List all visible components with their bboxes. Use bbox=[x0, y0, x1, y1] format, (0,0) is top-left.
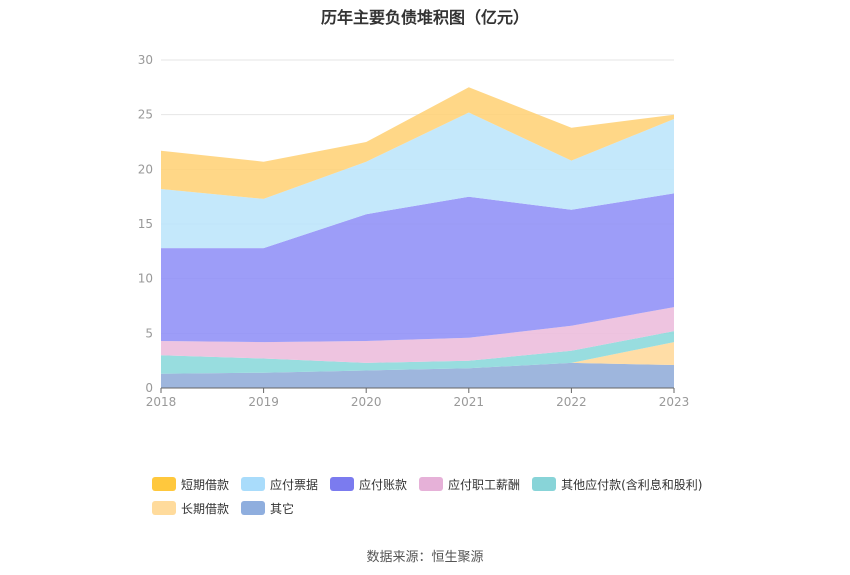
legend-swatch bbox=[532, 477, 557, 491]
legend-label: 应付账款 bbox=[359, 477, 408, 492]
x-tick-label: 2018 bbox=[146, 395, 177, 409]
x-tick-label: 2019 bbox=[248, 395, 279, 409]
legend-item[interactable]: 长期借款 bbox=[152, 500, 229, 517]
area-应付职工薪酬 bbox=[161, 307, 674, 363]
legend-label: 应付职工薪酬 bbox=[448, 477, 521, 492]
axes: 0 5 10 15 20 25 30 2018 2019 2020 2021 2022 2023 bbox=[138, 53, 690, 409]
data-source-note: 数据来源：恒生聚源 bbox=[366, 550, 484, 565]
legend-row: 长期借款 其它 bbox=[152, 496, 752, 520]
area-应付账款 bbox=[161, 193, 674, 343]
y-tick-label: 30 bbox=[138, 53, 153, 67]
y-tick-label: 25 bbox=[138, 108, 153, 122]
legend-label: 其它 bbox=[270, 501, 295, 516]
y-tick-label: 10 bbox=[138, 272, 153, 286]
legend-swatch bbox=[419, 477, 444, 491]
legend-swatch bbox=[241, 501, 266, 515]
legend-swatch bbox=[330, 477, 355, 491]
legend-label: 长期借款 bbox=[181, 501, 230, 516]
y-tick-label: 15 bbox=[138, 217, 153, 231]
legend: 短期借款 应付票据 应付账款 应付职工薪酬 其他应付款(含利息和股利) 长期借款 其它 bbox=[152, 472, 752, 520]
chart-title: 历年主要负债堆积图（亿元） bbox=[320, 8, 529, 27]
legend-item[interactable]: 其它 bbox=[241, 500, 294, 517]
legend-item[interactable]: 应付票据 bbox=[241, 476, 318, 493]
x-tick-label: 2022 bbox=[556, 395, 587, 409]
y-tick-label: 0 bbox=[145, 381, 153, 395]
legend-swatch bbox=[152, 501, 176, 515]
legend-item[interactable]: 应付职工薪酬 bbox=[419, 476, 520, 493]
legend-label: 应付票据 bbox=[270, 477, 319, 492]
legend-row: 短期借款 应付票据 应付账款 应付职工薪酬 其他应付款(含利息和股利) bbox=[152, 472, 752, 496]
legend-swatch bbox=[152, 477, 176, 491]
y-tick-label: 5 bbox=[145, 326, 153, 340]
area-series bbox=[161, 87, 674, 388]
legend-swatch bbox=[241, 477, 266, 491]
legend-label: 短期借款 bbox=[181, 477, 230, 492]
x-tick-label: 2020 bbox=[351, 395, 382, 409]
area-应付票据 bbox=[161, 112, 674, 249]
area-短期借款 bbox=[161, 87, 674, 199]
legend-label: 其他应付款(含利息和股利) bbox=[561, 477, 703, 492]
legend-item[interactable]: 其他应付款(含利息和股利) bbox=[532, 476, 702, 493]
x-tick-label: 2021 bbox=[454, 395, 485, 409]
legend-item[interactable]: 短期借款 bbox=[152, 476, 229, 493]
y-tick-label: 20 bbox=[138, 162, 153, 176]
x-tick-label: 2023 bbox=[659, 395, 690, 409]
area-其他应付款(含利息和股利) bbox=[161, 331, 674, 374]
area-其它 bbox=[161, 362, 674, 388]
legend-item[interactable]: 应付账款 bbox=[330, 476, 407, 493]
